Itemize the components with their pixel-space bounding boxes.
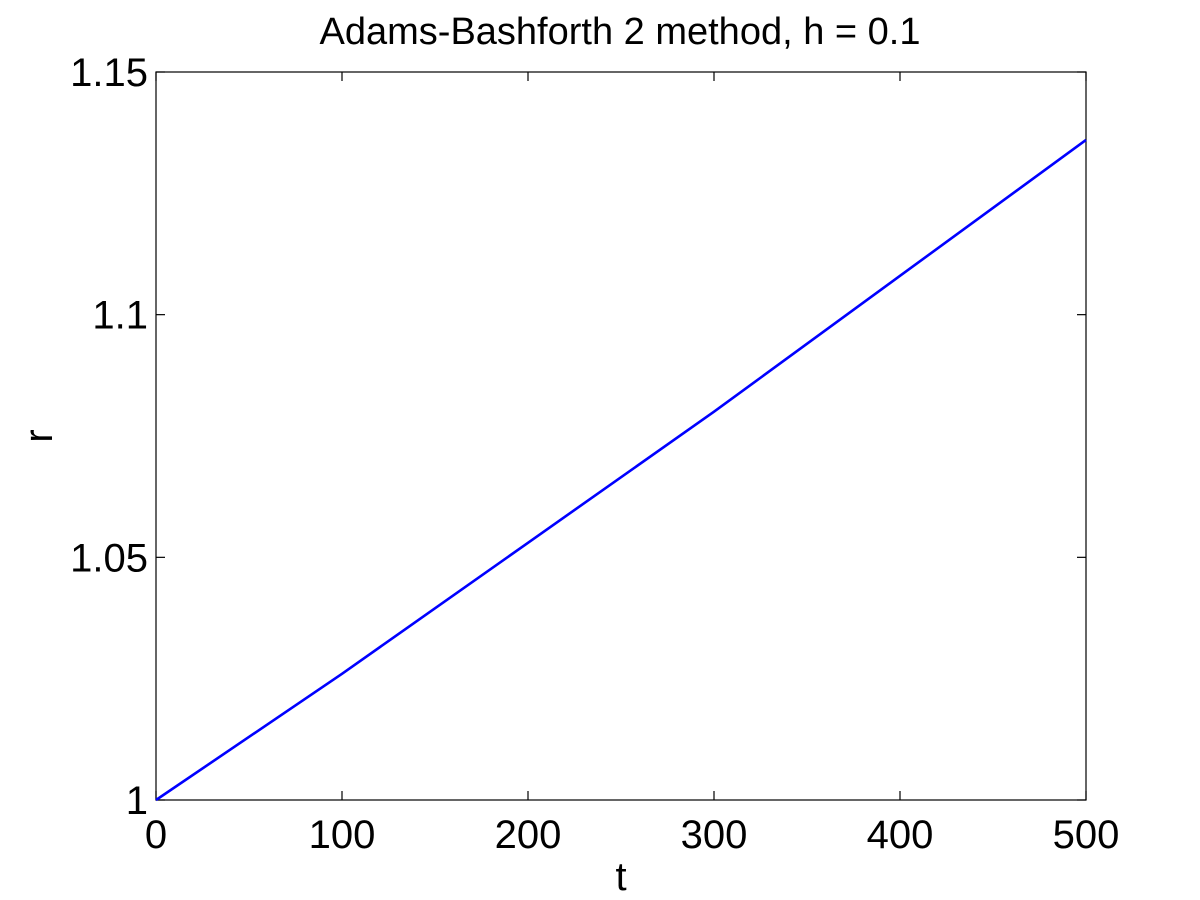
series-layer (155, 138, 1087, 802)
chart-title: Adams-Bashforth 2 method, h = 0.1 (320, 11, 921, 53)
y-tick-label: 1.15 (70, 51, 148, 95)
x-tick-label: 400 (867, 813, 934, 857)
tick-labels: 0 100 200 300 400 500 1 1.05 1.1 1.15 (70, 51, 1119, 857)
y-tick-label: 1.05 (70, 536, 148, 580)
x-tick-label: 300 (681, 813, 748, 857)
y-tick-label: 1 (126, 779, 148, 823)
x-tick-label: 200 (495, 813, 562, 857)
plot-area (155, 71, 1087, 801)
x-tick-label: 100 (309, 813, 376, 857)
ticks (155, 71, 1087, 801)
x-axis-label: t (615, 855, 626, 899)
series-line (155, 138, 1087, 802)
x-tick-label: 0 (145, 813, 167, 857)
y-axis-label: r (17, 429, 61, 442)
x-tick-label: 500 (1053, 813, 1120, 857)
y-tick-label: 1.1 (92, 294, 148, 338)
